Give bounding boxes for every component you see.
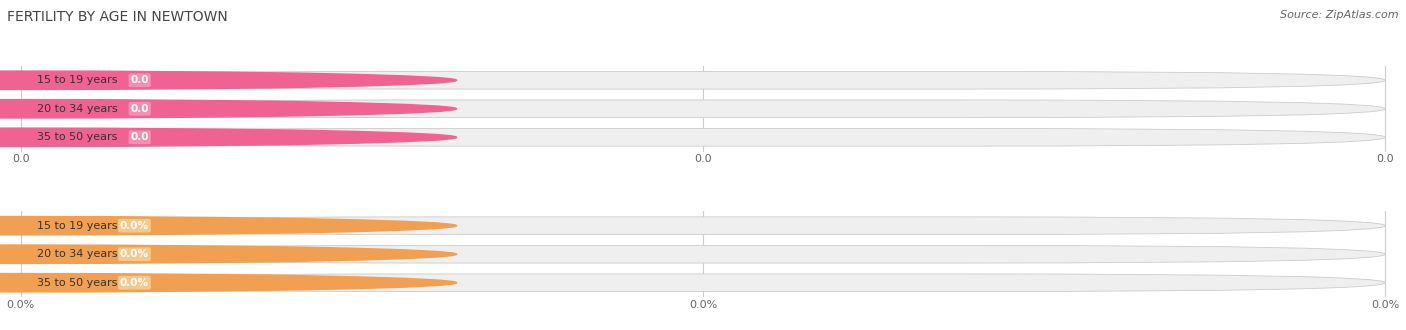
Circle shape <box>0 128 457 147</box>
FancyBboxPatch shape <box>21 246 1385 263</box>
Circle shape <box>0 71 457 89</box>
Text: 0.0: 0.0 <box>131 132 149 142</box>
FancyBboxPatch shape <box>21 71 1385 89</box>
FancyBboxPatch shape <box>0 246 444 263</box>
Text: 20 to 34 years: 20 to 34 years <box>37 104 118 114</box>
Text: 0.0%: 0.0% <box>120 249 149 259</box>
FancyBboxPatch shape <box>0 274 444 292</box>
Text: FERTILITY BY AGE IN NEWTOWN: FERTILITY BY AGE IN NEWTOWN <box>7 10 228 24</box>
Text: 0.0%: 0.0% <box>120 221 149 231</box>
Text: 0.0: 0.0 <box>131 75 149 85</box>
Circle shape <box>0 100 457 118</box>
Text: 20 to 34 years: 20 to 34 years <box>37 249 118 259</box>
Text: 0.0%: 0.0% <box>120 278 149 288</box>
Text: 15 to 19 years: 15 to 19 years <box>37 221 118 231</box>
Text: 35 to 50 years: 35 to 50 years <box>37 278 118 288</box>
FancyBboxPatch shape <box>0 71 444 89</box>
Circle shape <box>0 216 457 235</box>
Circle shape <box>0 245 457 263</box>
Text: Source: ZipAtlas.com: Source: ZipAtlas.com <box>1281 10 1399 20</box>
FancyBboxPatch shape <box>0 100 444 117</box>
FancyBboxPatch shape <box>0 128 444 146</box>
FancyBboxPatch shape <box>21 128 1385 146</box>
FancyBboxPatch shape <box>21 274 1385 292</box>
Text: 15 to 19 years: 15 to 19 years <box>37 75 118 85</box>
FancyBboxPatch shape <box>21 217 1385 235</box>
Text: 35 to 50 years: 35 to 50 years <box>37 132 118 142</box>
FancyBboxPatch shape <box>21 100 1385 117</box>
Circle shape <box>0 274 457 292</box>
Text: 0.0: 0.0 <box>131 104 149 114</box>
FancyBboxPatch shape <box>0 217 444 235</box>
